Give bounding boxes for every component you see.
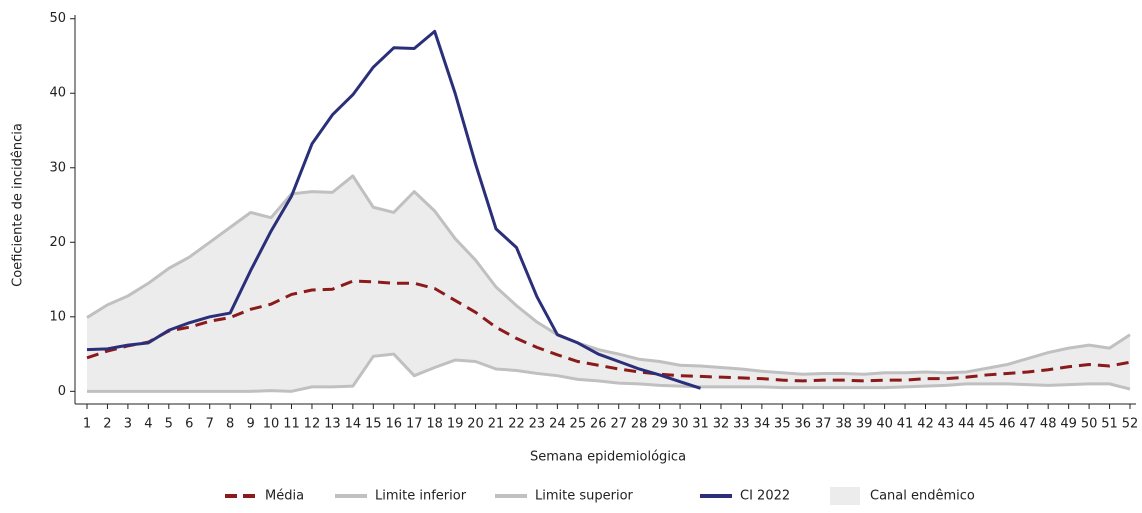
x-axis-title: Semana epidemiológica [530, 450, 686, 465]
x-tick-label: 11 [283, 417, 300, 432]
x-tick-label: 27 [610, 417, 627, 432]
x-tick-label: 51 [1101, 417, 1118, 432]
y-tick-label: 0 [58, 384, 66, 399]
x-tick-label: 37 [815, 417, 832, 432]
legend-label: Limite inferior [375, 489, 467, 504]
legend-swatch [830, 487, 860, 505]
x-tick-label: 16 [385, 417, 402, 432]
x-tick-label: 39 [856, 417, 873, 432]
x-tick-label: 46 [999, 417, 1016, 432]
x-tick-label: 50 [1081, 417, 1098, 432]
x-tick-label: 29 [651, 417, 668, 432]
legend-label: Média [265, 489, 304, 504]
x-tick-label: 2 [103, 417, 111, 432]
legend-label: Canal endêmico [870, 489, 975, 504]
x-tick-label: 10 [263, 417, 280, 432]
x-tick-label: 12 [304, 417, 321, 432]
x-tick-label: 7 [206, 417, 214, 432]
x-tick-label: 45 [979, 417, 996, 432]
x-tick-label: 34 [754, 417, 771, 432]
x-tick-label: 49 [1060, 417, 1077, 432]
x-tick-label: 42 [917, 417, 934, 432]
x-tick-label: 31 [692, 417, 709, 432]
x-tick-label: 24 [549, 417, 566, 432]
y-tick-label: 50 [49, 11, 66, 26]
x-tick-label: 52 [1122, 417, 1139, 432]
series-line [86, 174, 1131, 376]
series-line [86, 29, 701, 390]
y-tick-label: 30 [49, 160, 66, 175]
x-tick-label: 47 [1019, 417, 1036, 432]
x-tick-label: 26 [590, 417, 607, 432]
x-tick-label: 14 [345, 417, 362, 432]
x-tick-label: 5 [165, 417, 173, 432]
x-tick-label: 21 [488, 417, 505, 432]
x-tick-label: 8 [226, 417, 234, 432]
x-tick-label: 32 [713, 417, 730, 432]
x-tick-label: 19 [447, 417, 464, 432]
x-tick-label: 4 [144, 417, 152, 432]
series-line [86, 279, 1131, 383]
x-tick-label: 15 [365, 417, 382, 432]
x-tick-label: 30 [672, 417, 689, 432]
series-line [87, 352, 1131, 393]
x-tick-label: 17 [406, 417, 423, 432]
y-tick-label: 20 [49, 235, 66, 250]
x-tick-label: 40 [876, 417, 893, 432]
y-tick-label: 10 [49, 309, 66, 324]
x-tick-label: 38 [835, 417, 852, 432]
x-tick-label: 43 [938, 417, 955, 432]
x-tick-label: 13 [324, 417, 341, 432]
x-tick-label: 25 [570, 417, 587, 432]
y-tick-label: 40 [49, 86, 66, 101]
x-tick-label: 6 [185, 417, 193, 432]
x-tick-label: 20 [467, 417, 484, 432]
legend-label: Limite superior [535, 489, 634, 504]
x-tick-label: 48 [1040, 417, 1057, 432]
x-tick-label: 28 [631, 417, 648, 432]
x-tick-label: 1 [83, 417, 91, 432]
x-tick-label: 36 [795, 417, 812, 432]
x-tick-label: 35 [774, 417, 791, 432]
endemic-band [87, 175, 1130, 392]
x-tick-label: 3 [124, 417, 132, 432]
x-tick-label: 9 [246, 417, 254, 432]
y-axis-title: Coeficiente de incidência [11, 123, 26, 287]
x-tick-label: 18 [426, 417, 443, 432]
x-tick-label: 41 [897, 417, 914, 432]
legend-label: CI 2022 [740, 489, 790, 504]
x-tick-label: 33 [733, 417, 750, 432]
x-tick-label: 22 [508, 417, 525, 432]
x-tick-label: 23 [529, 417, 546, 432]
x-tick-label: 44 [958, 417, 975, 432]
